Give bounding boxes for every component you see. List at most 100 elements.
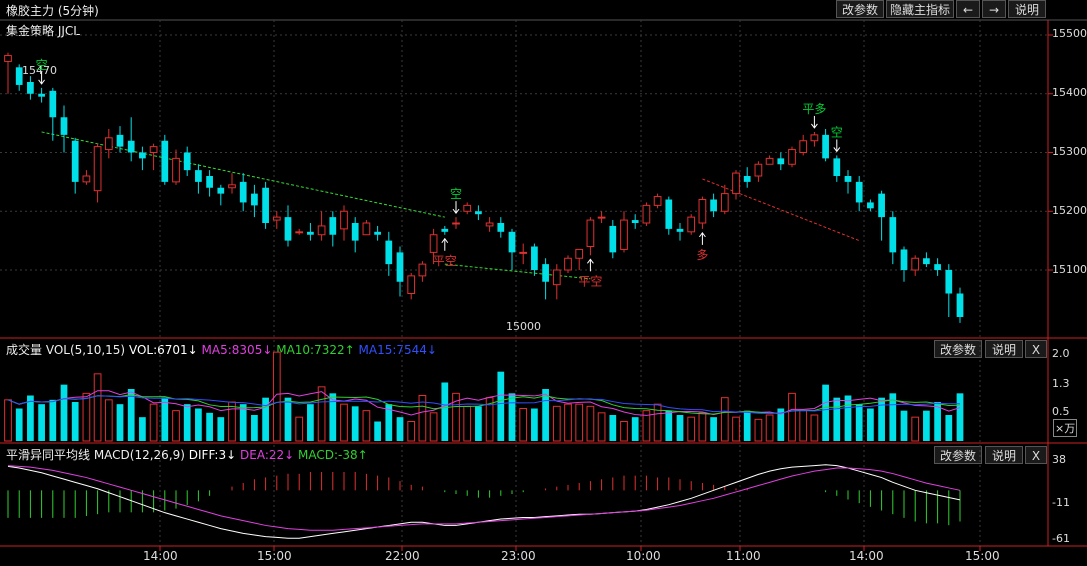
signal-up-arrow — [441, 237, 449, 244]
help-button[interactable]: 说明 — [1008, 0, 1046, 18]
signal-up-arrow — [699, 232, 706, 238]
volume-close-button[interactable]: X — [1025, 340, 1047, 358]
volume-bar — [687, 416, 696, 442]
volume-bar — [508, 393, 516, 441]
volume-bar — [542, 389, 549, 441]
volume-bar — [82, 392, 91, 442]
volume-bar — [104, 399, 113, 442]
price-tick: 15100 — [1052, 263, 1087, 276]
candle-body — [93, 146, 102, 192]
volume-bar — [956, 393, 964, 441]
volume-bar — [351, 406, 359, 441]
signal-up-arrow — [587, 258, 594, 264]
volume-ma-line — [7, 390, 961, 416]
volume-bar — [262, 397, 269, 441]
volume-bar — [27, 395, 34, 441]
candle-body — [38, 93, 45, 97]
volume-bar — [329, 393, 337, 441]
candle-body — [665, 199, 673, 229]
signal-down-arrow — [811, 123, 818, 129]
candle-body — [475, 211, 482, 215]
candle-body — [340, 210, 348, 230]
volume-bar — [251, 415, 258, 441]
volume-panel-label: 成交量 VOL(5,10,15) VOL:6701↓ MA5:8305↓ MA1… — [6, 341, 437, 358]
volume-bar — [867, 408, 874, 441]
volume-bar — [923, 410, 930, 441]
ma15-value: MA15:7544↓ — [358, 343, 437, 357]
candle-body — [71, 140, 79, 182]
volume-bar — [217, 417, 225, 441]
candle-body — [799, 140, 808, 153]
candle-body — [945, 270, 953, 294]
volume-bar — [307, 404, 314, 441]
prev-arrow-button[interactable]: ← — [956, 0, 980, 18]
candle-body — [407, 275, 416, 294]
volume-bar — [575, 403, 584, 442]
volume-bar — [564, 403, 572, 442]
volume-bar — [295, 416, 304, 442]
volume-help-button[interactable]: 说明 — [985, 340, 1023, 358]
macd-edit-params-button[interactable]: 改参数 — [934, 446, 982, 464]
candle-body — [104, 137, 113, 151]
signal-label: 多 — [696, 248, 708, 262]
price-tick: 15500 — [1052, 27, 1087, 40]
candle-body — [385, 240, 393, 265]
candle-body — [754, 163, 763, 177]
macd-help-button[interactable]: 说明 — [985, 446, 1023, 464]
volume-bar — [183, 404, 191, 441]
candle-body — [295, 231, 304, 234]
candle-body — [374, 231, 381, 235]
volume-unit-label: ×万 — [1053, 419, 1078, 437]
time-tick: 22:00 — [385, 549, 420, 563]
candle-body — [900, 249, 908, 270]
volume-bar — [597, 412, 606, 442]
macd-tick: -11 — [1052, 496, 1070, 509]
candle-body — [597, 216, 606, 219]
volume-bar — [586, 405, 595, 442]
candle-body — [116, 134, 124, 147]
volume-bar — [71, 402, 79, 441]
candle-body — [127, 140, 135, 153]
high-price-label: 15470 — [22, 64, 57, 77]
volume-bar — [676, 415, 684, 441]
volume-bar — [396, 417, 404, 441]
volume-bar — [743, 410, 751, 441]
ma5-value: MA5:8305↓ — [201, 343, 273, 357]
volume-bar — [206, 412, 213, 441]
candle-body — [687, 216, 696, 233]
candle-body — [49, 90, 57, 118]
candle-body — [844, 176, 852, 182]
candle-body — [27, 82, 34, 94]
volume-bar — [653, 403, 662, 442]
candle-body — [867, 202, 874, 209]
signal-label: 空 — [831, 125, 843, 139]
volume-bar — [149, 403, 158, 442]
edit-params-button[interactable]: 改参数 — [836, 0, 884, 18]
macd-close-button[interactable]: X — [1025, 446, 1047, 464]
volume-edit-params-button[interactable]: 改参数 — [934, 340, 982, 358]
candle-body — [183, 152, 191, 171]
candle-body — [822, 134, 829, 159]
volume-bar — [822, 384, 829, 441]
volume-bar — [4, 399, 12, 442]
volume-bar — [777, 408, 785, 441]
volume-bar — [765, 414, 774, 442]
volume-bar — [418, 395, 427, 442]
volume-bar — [475, 406, 482, 441]
volume-value: VOL:6701↓ — [128, 343, 198, 357]
candle-body — [485, 222, 494, 227]
volume-bar — [720, 397, 729, 442]
candle-body — [923, 258, 930, 265]
volume-bar — [754, 418, 763, 442]
candle-body — [631, 220, 639, 223]
next-arrow-button[interactable]: → — [982, 0, 1006, 18]
volume-bar — [139, 417, 146, 441]
candle-body — [676, 228, 684, 232]
volume-bar — [15, 408, 23, 441]
signal-label: 空 — [36, 58, 48, 72]
macd-tick: 38 — [1052, 453, 1066, 466]
candle-body — [609, 225, 617, 253]
candle-body — [878, 193, 885, 218]
candle-body — [82, 175, 91, 183]
hide-main-indicator-button[interactable]: 隐藏主指标 — [886, 0, 954, 18]
